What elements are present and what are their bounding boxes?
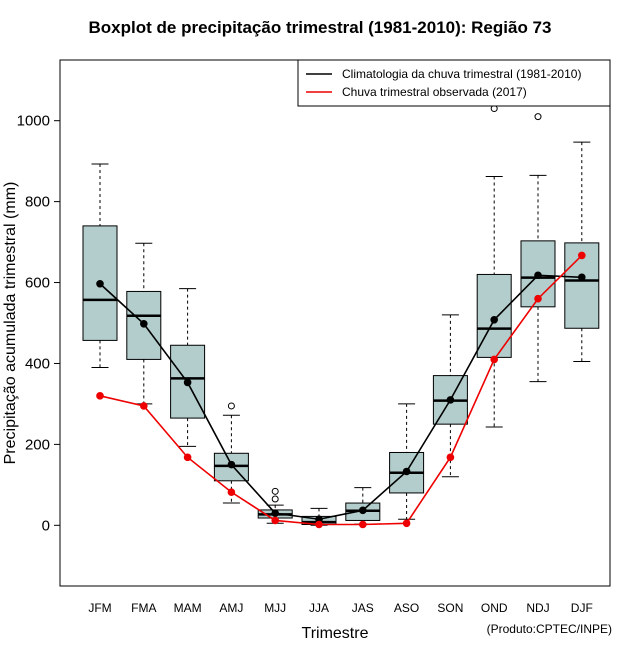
y-tick-label: 0 (42, 517, 50, 534)
y-tick-label: 600 (25, 275, 50, 292)
boxes-layer (82, 105, 600, 526)
series-point (534, 294, 542, 303)
x-tick-label: MJJ (264, 601, 286, 615)
y-tick-label: 200 (25, 436, 50, 453)
series-point (140, 402, 148, 410)
box-NDJ (520, 113, 556, 383)
y-axis-label: Precipitação acumulada trimestral (mm) (2, 182, 19, 465)
series-point (227, 460, 236, 469)
x-tick-label: FMA (131, 601, 156, 615)
box-iqr (476, 273, 512, 358)
series-point (446, 396, 455, 404)
series-point (271, 516, 280, 525)
x-tick-label: ASO (394, 601, 419, 615)
series-point (402, 467, 411, 476)
series-point (96, 279, 104, 288)
legend: Climatologia da chuva trimestral (1981-2… (297, 59, 611, 107)
x-tick-label: DJF (571, 601, 593, 615)
series-point (227, 488, 236, 496)
box-MAM (170, 288, 206, 447)
x-tick-label: AMJ (219, 601, 243, 615)
series-point (359, 520, 367, 529)
series-point (490, 355, 499, 364)
box-JFM (82, 163, 118, 369)
series-point (359, 506, 367, 515)
box-iqr (170, 344, 206, 419)
series-point (578, 273, 586, 282)
legend-box (297, 59, 611, 107)
x-tick-label: NDJ (526, 601, 549, 615)
box-ASO (389, 403, 425, 520)
series-0 (96, 271, 586, 524)
series-point (271, 509, 280, 517)
series-point (402, 519, 411, 528)
box-JAS (345, 487, 381, 525)
series-point (140, 320, 148, 328)
x-tick-label: MAM (174, 601, 202, 615)
legend-entry: Chuva trimestral observada (2017) (342, 85, 527, 99)
series-line (99, 254, 583, 526)
x-tick-label: JJA (309, 601, 329, 615)
x-axis-label: Trimestre (301, 625, 369, 642)
x-tick-label: JAS (352, 601, 374, 615)
series-point (534, 271, 542, 280)
y-tick-label: 400 (25, 355, 50, 372)
series-point (315, 515, 323, 524)
legend-entry: Climatologia da chuva trimestral (1981-2… (342, 67, 581, 81)
outlier-point (271, 495, 279, 503)
series-point (183, 378, 192, 387)
chart-title: Boxplot de precipitação trimestral (1981… (88, 18, 552, 37)
y-tick-label: 800 (25, 194, 50, 211)
x-tick-label: JFM (88, 601, 111, 615)
x-tick-label: SON (437, 601, 463, 615)
series-point (490, 315, 499, 324)
box-OND (476, 105, 512, 428)
series-point (183, 453, 192, 462)
series-point (315, 520, 323, 529)
series-line (99, 274, 582, 521)
series-1 (96, 251, 586, 529)
box-AMJ (213, 402, 249, 504)
series-point (578, 251, 586, 260)
outlier-point (271, 487, 279, 495)
series-point (446, 453, 455, 462)
y-tick-label: 1000 (17, 113, 50, 130)
x-tick-label: OND (481, 601, 508, 615)
outlier-point (227, 402, 235, 410)
series-point (96, 392, 104, 400)
credit-label: (Produto:CPTEC/INPE) (486, 622, 612, 636)
outlier-point (534, 113, 542, 121)
lines-layer (96, 251, 586, 529)
box-SON (432, 314, 468, 478)
